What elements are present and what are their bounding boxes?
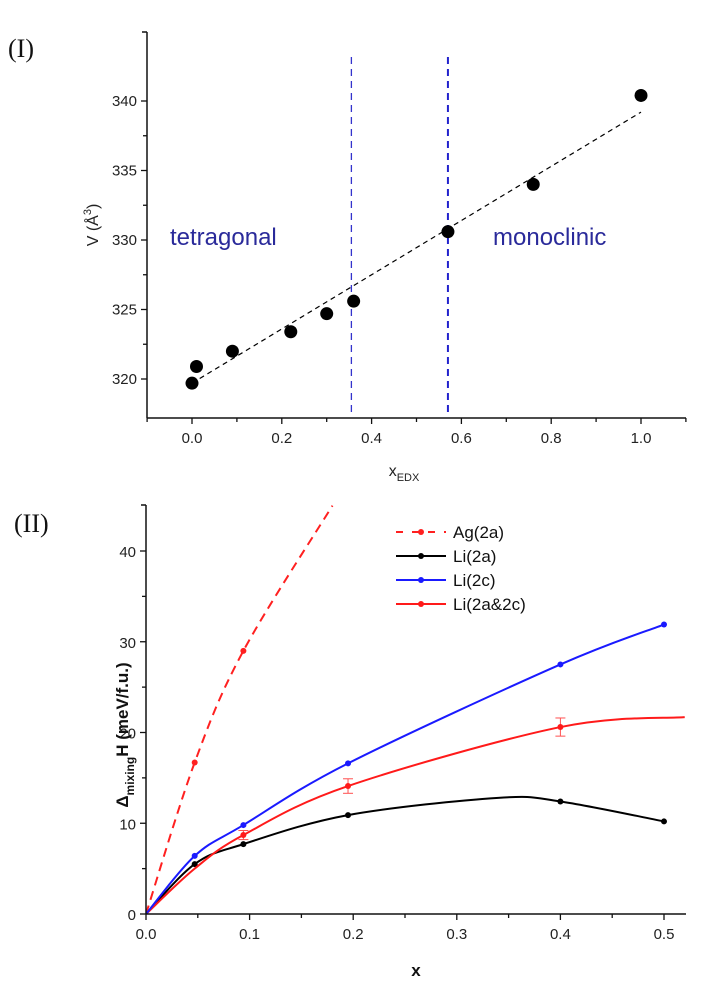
- legend-marker: [418, 529, 424, 535]
- data-point: [240, 832, 247, 839]
- data-point: [191, 852, 198, 859]
- legend-item: Ag(2a): [396, 523, 504, 542]
- data-point: [225, 344, 239, 358]
- x-tick-label: 0.1: [239, 926, 260, 943]
- y-tick-label: 40: [119, 544, 136, 561]
- x-axis-title-sub: EDX: [397, 472, 420, 484]
- data-point: [240, 841, 247, 848]
- x-tick-label: 0.5: [654, 926, 675, 943]
- y-axis-title: ΔmixingH (meV/f.u.): [113, 662, 137, 807]
- x-tick-label: 0.6: [451, 430, 472, 447]
- legend-marker: [418, 601, 424, 607]
- data-point: [345, 783, 352, 790]
- y-axis-title: V (Å3): [82, 204, 102, 247]
- y-axis-title-close: ): [85, 204, 102, 209]
- x-tick-label: 0.2: [343, 926, 364, 943]
- x-axis-title: x: [411, 961, 421, 980]
- legend-item: Li(2a&2c): [396, 595, 526, 614]
- y-axis-title-prefix: Δ: [113, 795, 132, 807]
- x-tick-label: 1.0: [631, 430, 652, 447]
- panel-I-label: (I): [8, 34, 34, 63]
- y-tick-label: 20: [119, 726, 136, 743]
- series-line: [146, 623, 665, 914]
- legend: Ag(2a) Li(2a) Li(2c) Li(2a&2c): [396, 523, 526, 614]
- legend-item: Li(2c): [396, 571, 496, 590]
- data-point: [345, 760, 352, 767]
- series-li-2a-2c-: [146, 716, 685, 914]
- legend-label: Ag(2a): [453, 523, 504, 542]
- svg-text:V (Å3): V (Å3): [82, 204, 102, 247]
- x-tick-label: 0.0: [136, 926, 157, 943]
- legend-marker: [418, 577, 424, 583]
- annotation-monoclinic: monoclinic: [493, 224, 606, 251]
- annotation-tetragonal: tetragonal: [170, 224, 277, 251]
- panel-I: (I) 320 325 330 335 340 0.0 0.2 0.4 0.6 0.8 1.0 te…: [8, 31, 687, 484]
- data-point: [320, 307, 334, 321]
- legend-item: Li(2a): [396, 547, 496, 566]
- data-point: [557, 798, 564, 805]
- y-tick-label: 10: [119, 816, 136, 833]
- data-point: [441, 225, 455, 239]
- data-point: [557, 724, 564, 731]
- y-tick-label: 335: [112, 163, 137, 180]
- series-line: [146, 716, 685, 914]
- x-tick-label: 0.4: [550, 926, 571, 943]
- panel-II-axes: 0 10 20 30 40 0.0 0.1 0.2 0.3 0.4 0.5: [119, 504, 686, 943]
- legend-label: Li(2a&2c): [453, 595, 526, 614]
- fit-line: [191, 111, 642, 384]
- svg-text:ΔmixingH (meV/f.u.): ΔmixingH (meV/f.u.): [113, 662, 137, 807]
- series-ag-2a-: [146, 505, 334, 914]
- y-tick-label: 30: [119, 635, 136, 652]
- x-tick-label: 0.0: [182, 430, 203, 447]
- data-point: [240, 647, 247, 654]
- y-axis-title-main: V (Å: [83, 215, 102, 246]
- y-tick-label: 340: [112, 93, 137, 110]
- data-point: [345, 812, 352, 819]
- data-point: [347, 294, 361, 308]
- panel-II-label: (II): [14, 509, 49, 538]
- data-point: [191, 759, 198, 766]
- data-point: [191, 861, 198, 868]
- data-point: [189, 359, 203, 373]
- y-axis-title-suffix: H (meV/f.u.): [113, 662, 132, 756]
- data-point: [661, 621, 667, 628]
- x-tick-label: 0.4: [361, 430, 382, 447]
- data-point: [240, 822, 247, 829]
- panel-II: (II) 0 10 20 30 40 0.0 0.1 0.2 0.3 0.4 0.5 Δmixing…: [14, 504, 686, 980]
- y-tick-label: 330: [112, 232, 137, 249]
- data-point: [284, 325, 298, 339]
- y-tick-label: 0: [128, 907, 136, 924]
- data-point: [661, 818, 667, 825]
- data-point: [634, 88, 648, 102]
- series-line: [146, 795, 665, 914]
- legend-label: Li(2a): [453, 547, 496, 566]
- legend-marker: [418, 553, 424, 559]
- series-li-2c-: [146, 621, 667, 914]
- x-axis-title-main: x: [389, 463, 397, 480]
- legend-label: Li(2c): [453, 571, 496, 590]
- panel-I-axes: 320 325 330 335 340 0.0 0.2 0.4 0.6 0.8 1.0: [112, 31, 687, 447]
- x-tick-label: 0.3: [446, 926, 467, 943]
- series-line: [146, 505, 334, 914]
- x-axis-title: xEDX: [389, 463, 420, 484]
- data-point: [185, 376, 199, 390]
- data-point: [557, 661, 564, 668]
- y-axis-title-sub: mixing: [123, 757, 137, 796]
- y-tick-label: 325: [112, 302, 137, 319]
- data-point: [526, 177, 540, 191]
- x-tick-label: 0.8: [541, 430, 562, 447]
- y-axis-title-sup: 3: [82, 209, 94, 215]
- y-tick-label: 320: [112, 371, 137, 388]
- series-li-2a-: [146, 795, 667, 914]
- x-tick-label: 0.2: [271, 430, 292, 447]
